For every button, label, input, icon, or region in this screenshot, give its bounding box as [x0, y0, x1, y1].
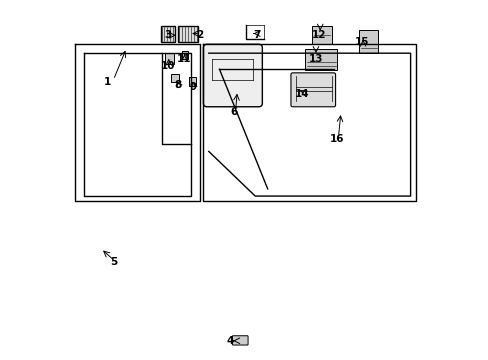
FancyBboxPatch shape — [182, 51, 188, 59]
FancyBboxPatch shape — [178, 26, 198, 42]
Text: 13: 13 — [308, 54, 323, 64]
Text: 7: 7 — [253, 30, 260, 40]
Text: 4: 4 — [226, 337, 233, 346]
FancyBboxPatch shape — [165, 53, 174, 64]
FancyBboxPatch shape — [232, 336, 247, 345]
Text: 12: 12 — [312, 30, 326, 40]
FancyBboxPatch shape — [312, 26, 331, 44]
Text: 8: 8 — [174, 80, 182, 90]
Text: 15: 15 — [354, 37, 369, 48]
Text: 9: 9 — [189, 82, 196, 92]
Text: 10: 10 — [160, 61, 175, 71]
FancyBboxPatch shape — [160, 26, 175, 42]
FancyBboxPatch shape — [290, 73, 335, 107]
Text: 16: 16 — [329, 134, 344, 144]
FancyBboxPatch shape — [203, 44, 262, 107]
Text: 1: 1 — [103, 77, 110, 87]
FancyBboxPatch shape — [358, 30, 378, 53]
FancyBboxPatch shape — [171, 73, 179, 82]
Text: 6: 6 — [230, 107, 237, 117]
FancyBboxPatch shape — [189, 77, 196, 86]
Text: 3: 3 — [164, 30, 171, 40]
Text: 11: 11 — [176, 54, 191, 64]
Text: 14: 14 — [294, 89, 308, 99]
Text: 2: 2 — [196, 30, 203, 40]
Text: 5: 5 — [110, 257, 118, 267]
FancyBboxPatch shape — [305, 49, 337, 70]
